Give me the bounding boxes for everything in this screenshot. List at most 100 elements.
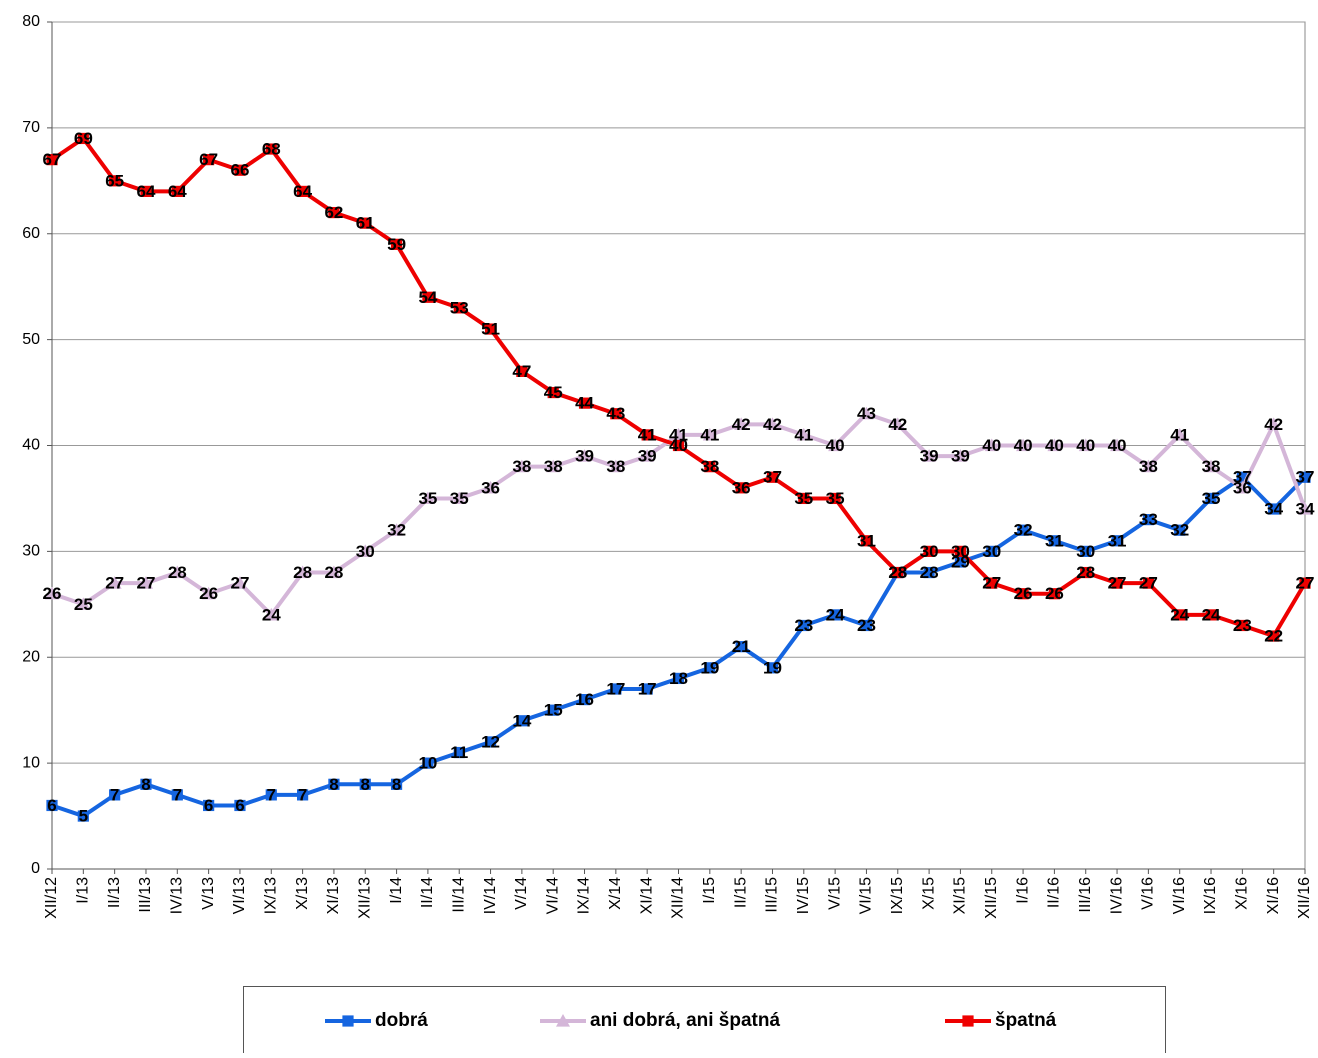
marker xyxy=(1048,535,1060,547)
marker xyxy=(171,185,183,197)
x-tick-label: XII/15 xyxy=(983,877,1000,919)
marker xyxy=(516,715,528,727)
data-label: 61 xyxy=(356,214,375,233)
data-label: 15 xyxy=(544,701,563,720)
data-label: 36 xyxy=(481,478,500,497)
data-label: 40 xyxy=(1108,436,1127,455)
marker xyxy=(923,545,935,557)
marker xyxy=(640,449,655,462)
data-label: 35 xyxy=(418,489,437,508)
x-tick-label: II/13 xyxy=(106,877,123,908)
data-label: 19 xyxy=(763,658,782,677)
x-tick-label: XI/16 xyxy=(1265,877,1282,914)
data-label: 32 xyxy=(1014,521,1033,540)
marker xyxy=(140,185,152,197)
legend-marker xyxy=(962,1015,974,1027)
data-label: 30 xyxy=(1076,542,1095,561)
data-label: 24 xyxy=(262,605,281,624)
x-tick-label: XII/16 xyxy=(1296,877,1313,919)
marker xyxy=(1174,609,1186,621)
data-label: 37 xyxy=(1296,468,1315,487)
marker xyxy=(234,799,246,812)
data-label: 45 xyxy=(544,383,563,402)
marker xyxy=(641,683,653,695)
data-label: 38 xyxy=(1202,457,1221,476)
data-label: 5 xyxy=(79,807,88,826)
data-label: 64 xyxy=(168,182,187,201)
data-label: 16 xyxy=(575,690,594,709)
data-label: 40 xyxy=(1014,436,1033,455)
data-label: 21 xyxy=(732,637,751,656)
data-label: 40 xyxy=(669,436,688,455)
y-tick-label: 20 xyxy=(22,648,40,665)
x-tick-label: I/16 xyxy=(1014,877,1031,904)
data-label: 23 xyxy=(1233,616,1252,635)
data-label: 28 xyxy=(920,563,939,582)
x-tick-label: VI/15 xyxy=(858,877,875,914)
y-tick-label: 0 xyxy=(31,860,40,877)
marker xyxy=(578,397,591,409)
data-label: 40 xyxy=(1045,436,1064,455)
marker xyxy=(798,492,810,505)
data-label: 35 xyxy=(826,489,845,508)
x-tick-label: III/16 xyxy=(1077,877,1094,913)
data-label: 40 xyxy=(982,436,1001,455)
data-label: 41 xyxy=(700,425,719,444)
data-label: 42 xyxy=(732,415,751,434)
data-label: 10 xyxy=(418,754,437,773)
data-label: 67 xyxy=(199,150,218,169)
data-label: 24 xyxy=(1202,605,1221,624)
marker xyxy=(265,143,277,155)
legend-label: dobrá xyxy=(375,1010,428,1031)
data-label: 40 xyxy=(1076,436,1095,455)
data-label: 39 xyxy=(638,447,657,466)
marker xyxy=(1080,545,1092,557)
marker xyxy=(798,619,810,632)
marker xyxy=(766,662,779,674)
data-label: 26 xyxy=(199,584,218,603)
data-label: 65 xyxy=(105,171,124,190)
marker xyxy=(232,576,247,589)
y-tick-label: 60 xyxy=(22,225,40,242)
x-tick-label: IV/16 xyxy=(1108,877,1125,914)
marker xyxy=(358,544,373,557)
marker xyxy=(422,291,434,303)
marker xyxy=(672,439,685,452)
marker xyxy=(860,619,873,632)
marker xyxy=(765,417,780,430)
marker xyxy=(1017,588,1029,600)
data-label: 24 xyxy=(826,605,845,624)
marker xyxy=(892,566,904,579)
marker xyxy=(389,523,404,536)
x-tick-label: XII/12 xyxy=(43,877,60,919)
data-label: 14 xyxy=(512,711,531,730)
marker xyxy=(203,799,215,812)
data-label: 30 xyxy=(356,542,375,561)
data-label: 6 xyxy=(47,796,56,815)
marker xyxy=(1017,524,1029,536)
x-tick-label: I/15 xyxy=(701,877,718,904)
data-label: 22 xyxy=(1264,627,1283,646)
y-tick-label: 30 xyxy=(22,543,40,560)
data-label: 27 xyxy=(982,574,1001,593)
data-label: 24 xyxy=(1170,605,1189,624)
data-label: 27 xyxy=(1108,574,1127,593)
data-label: 47 xyxy=(512,362,531,381)
data-label: 33 xyxy=(1139,510,1158,529)
marker xyxy=(420,491,435,505)
data-label: 8 xyxy=(392,775,401,794)
x-tick-label: X/13 xyxy=(294,877,311,910)
data-label: 37 xyxy=(763,468,782,487)
x-tick-label: I/14 xyxy=(388,877,405,904)
data-label: 17 xyxy=(638,679,657,698)
data-label: 41 xyxy=(794,425,813,444)
data-label: 31 xyxy=(1045,531,1064,550)
marker xyxy=(1142,577,1154,589)
data-label: 12 xyxy=(481,732,500,751)
data-label: 28 xyxy=(324,563,343,582)
marker xyxy=(234,164,246,176)
data-label: 39 xyxy=(920,447,939,466)
marker xyxy=(1078,438,1093,452)
x-tick-label: XII/13 xyxy=(356,877,373,919)
legend-marker xyxy=(342,1015,354,1027)
